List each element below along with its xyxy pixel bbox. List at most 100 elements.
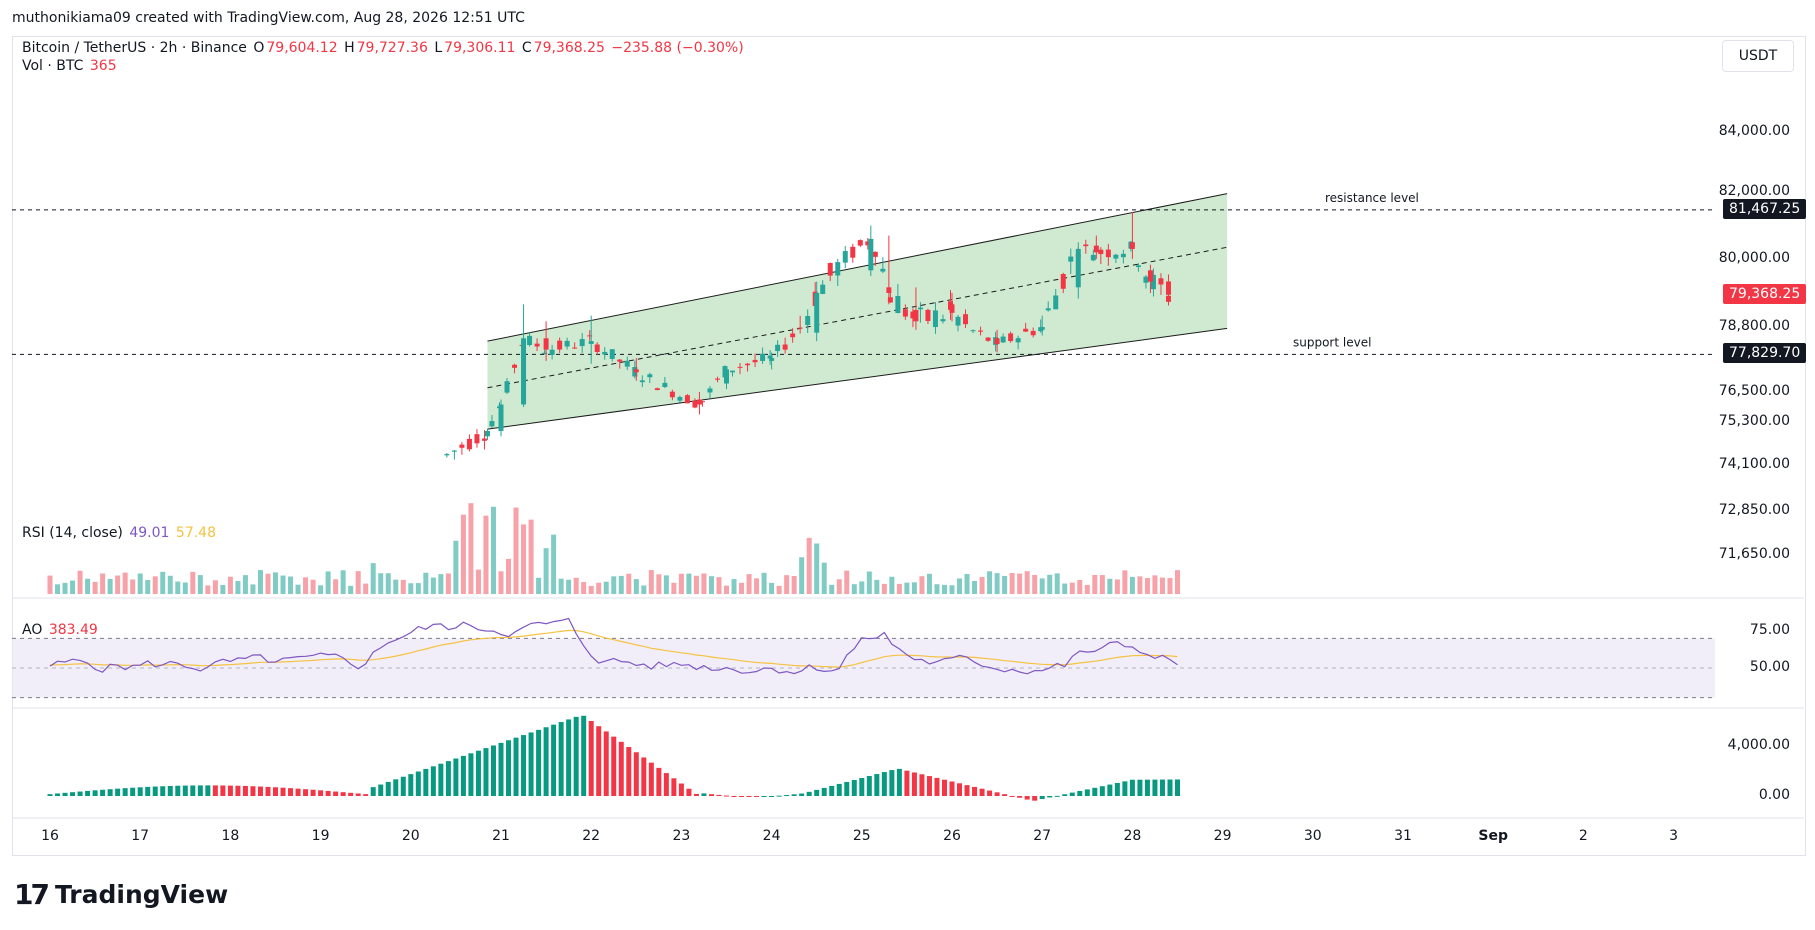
candle-body — [564, 340, 570, 347]
ao-bar — [182, 785, 188, 796]
volume-bar — [325, 571, 331, 594]
volume-bar — [460, 514, 466, 594]
volume-bar — [588, 585, 594, 594]
ao-bar — [566, 719, 572, 796]
ao-bar — [1175, 779, 1180, 796]
ao-bar — [596, 726, 602, 796]
ao-bar — [333, 791, 339, 796]
date-axis-label: 18 — [221, 828, 240, 844]
volume-bar — [385, 573, 391, 594]
volume-bar — [205, 585, 211, 594]
ao-value: 383.49 — [48, 622, 98, 638]
candle-body — [557, 340, 563, 350]
candle-body — [696, 399, 702, 405]
ao-bar — [708, 794, 714, 796]
volume-bar — [934, 584, 940, 594]
ao-label[interactable]: AO — [22, 622, 43, 638]
low-value: 79,306.11 — [444, 40, 516, 56]
candle-body — [963, 314, 969, 325]
volume-bar — [926, 573, 932, 594]
ao-bar — [1122, 781, 1128, 796]
date-axis-label: 16 — [41, 828, 59, 844]
ao-bar — [1107, 784, 1113, 796]
volume-bar — [122, 572, 128, 594]
volume-bar — [648, 570, 654, 594]
candle-body — [587, 335, 593, 337]
volume-bar — [62, 582, 68, 594]
candle-body — [1060, 274, 1066, 289]
volume-bar — [92, 581, 98, 594]
volume-bar — [295, 584, 301, 594]
ao-bar — [964, 785, 970, 796]
ao-bar — [152, 786, 158, 796]
ao-bar — [731, 796, 737, 797]
ao-bar — [513, 737, 519, 796]
price-axis-label: 74,100.00 — [1718, 456, 1790, 472]
volume-bar — [663, 575, 669, 594]
ao-bar — [197, 785, 203, 796]
ao-bar — [318, 790, 324, 796]
candle-body — [835, 262, 841, 276]
volume-bar — [693, 575, 699, 594]
volume-bar — [881, 583, 887, 594]
volume-bar — [1062, 583, 1068, 594]
candle-body — [484, 430, 490, 437]
volume-bar — [987, 571, 993, 594]
ao-bar — [385, 781, 391, 796]
volume-bar — [1054, 573, 1060, 594]
ao-bar — [1144, 779, 1150, 796]
volume-bar — [776, 585, 782, 594]
volume-bar — [370, 563, 376, 594]
volume-bar — [829, 584, 835, 594]
ao-bar — [934, 777, 940, 796]
ao-bar — [122, 788, 128, 796]
candle-body — [880, 268, 886, 272]
currency-button[interactable]: USDT — [1722, 40, 1794, 72]
volume-bar — [160, 571, 166, 594]
ao-bar — [889, 770, 895, 796]
volume-bar — [641, 585, 647, 594]
ao-bar — [460, 755, 466, 796]
ao-bar — [62, 792, 68, 796]
volume-bar — [784, 575, 790, 594]
date-axis-label: 24 — [762, 828, 781, 844]
volume-bar — [528, 519, 534, 594]
ao-bar — [724, 795, 729, 797]
ao-bar — [941, 779, 947, 796]
date-axis-label: 17 — [131, 828, 150, 844]
ao-bar — [844, 781, 850, 796]
tradingview-logo[interactable]: 17 TradingView — [14, 878, 228, 911]
volume-bar — [904, 582, 910, 594]
ao-bar — [160, 786, 166, 796]
candle-body — [1135, 265, 1141, 268]
price-axis-label: 72,850.00 — [1718, 502, 1790, 518]
rsi-ma-value: 57.48 — [175, 525, 216, 541]
ao-bar — [303, 789, 309, 796]
candle-body — [521, 338, 527, 405]
symbol-name[interactable]: Bitcoin / TetherUS · 2h · Binance — [22, 40, 247, 56]
volume-bar — [1032, 574, 1038, 594]
volume-label[interactable]: Vol · BTC — [22, 58, 84, 74]
volume-bar — [874, 579, 880, 594]
ao-bar — [378, 784, 384, 796]
rsi-label[interactable]: RSI (14, close) — [22, 525, 123, 541]
ao-bar — [107, 789, 113, 796]
volume-bar — [70, 580, 76, 594]
ao-bar — [836, 783, 842, 796]
candle-body — [1098, 249, 1104, 255]
ao-bar — [626, 747, 632, 796]
ao-bar — [77, 791, 83, 796]
volume-bar — [1084, 584, 1090, 594]
ao-bar — [430, 766, 436, 796]
ao-bar — [445, 761, 451, 796]
volume-bar — [1152, 575, 1158, 594]
ao-bar — [205, 785, 211, 796]
ao-bar — [1054, 795, 1060, 797]
ao-bar — [949, 781, 955, 796]
volume-bar — [1047, 574, 1053, 594]
volume-bar — [506, 558, 512, 594]
volume-bar — [498, 571, 504, 594]
candle-body — [451, 450, 457, 452]
ao-bar — [972, 786, 978, 796]
